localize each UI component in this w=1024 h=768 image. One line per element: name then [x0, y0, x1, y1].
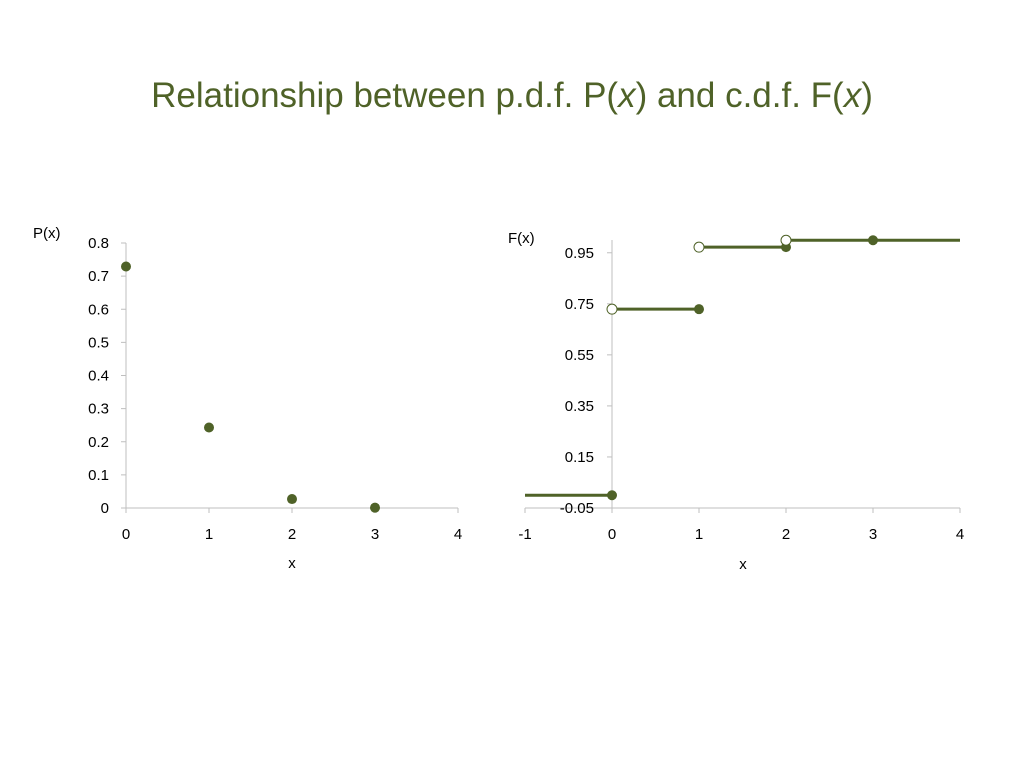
title-suffix: )	[861, 76, 873, 115]
pdf-data-point	[204, 422, 214, 433]
cdf-ylabel: F(x)	[508, 230, 535, 247]
pdf-x-tick-label: 0	[122, 526, 130, 543]
pdf-y-tick-label: 0.7	[88, 268, 109, 285]
pdf-y-tick-label: 0.1	[88, 467, 109, 484]
title-variable-1: x	[618, 76, 636, 115]
pdf-xlabel: x	[288, 555, 296, 572]
pdf-y-tick-label: 0.3	[88, 401, 109, 418]
pdf-data-point	[121, 261, 131, 272]
pdf-y-tick-label: 0.4	[88, 368, 109, 385]
cdf-closed-point	[868, 235, 878, 246]
cdf-x-tick-label: 2	[782, 526, 790, 543]
pdf-y-tick-label: 0.2	[88, 434, 109, 451]
pdf-x-tick-label: 1	[205, 526, 213, 543]
cdf-xlabel: x	[739, 556, 747, 573]
cdf-x-tick-label: 3	[869, 526, 877, 543]
pdf-x-tick-label: 4	[454, 526, 462, 543]
cdf-open-point	[606, 303, 618, 315]
cdf-closed-point	[607, 490, 617, 501]
cdf-y-tick-label: -0.05	[560, 500, 594, 517]
pdf-x-tick-label: 2	[288, 526, 296, 543]
cdf-x-tick-label: -1	[518, 526, 531, 543]
pdf-y-tick-label: 0	[101, 500, 109, 517]
cdf-open-point	[693, 241, 705, 253]
pdf-y-tick-label: 0.6	[88, 301, 109, 318]
title-middle: ) and c.d.f. F(	[635, 76, 844, 115]
cdf-y-tick-label: 0.15	[565, 449, 594, 466]
title-prefix: Relationship between p.d.f. P(	[151, 76, 619, 115]
cdf-y-tick-label: 0.55	[565, 347, 594, 364]
cdf-x-tick-label: 1	[695, 526, 703, 543]
pdf-y-tick-label: 0.5	[88, 334, 109, 351]
pdf-y-tick-label: 0.8	[88, 235, 109, 252]
slide-title: Relationship between p.d.f. P(x) and c.d…	[0, 72, 1024, 120]
pdf-x-tick-label: 3	[371, 526, 379, 543]
pdf-data-point	[370, 502, 380, 513]
cdf-y-tick-label: 0.95	[565, 245, 594, 262]
cdf-y-tick-label: 0.75	[565, 296, 594, 313]
cdf-closed-point	[694, 304, 704, 315]
pdf-data-point	[287, 494, 297, 505]
pdf-ylabel: P(x)	[33, 225, 61, 242]
title-variable-2: x	[843, 76, 862, 115]
cdf-y-tick-label: 0.35	[565, 398, 594, 415]
cdf-x-tick-label: 0	[608, 526, 616, 543]
cdf-x-tick-label: 4	[956, 526, 964, 543]
cdf-open-point	[780, 234, 792, 246]
